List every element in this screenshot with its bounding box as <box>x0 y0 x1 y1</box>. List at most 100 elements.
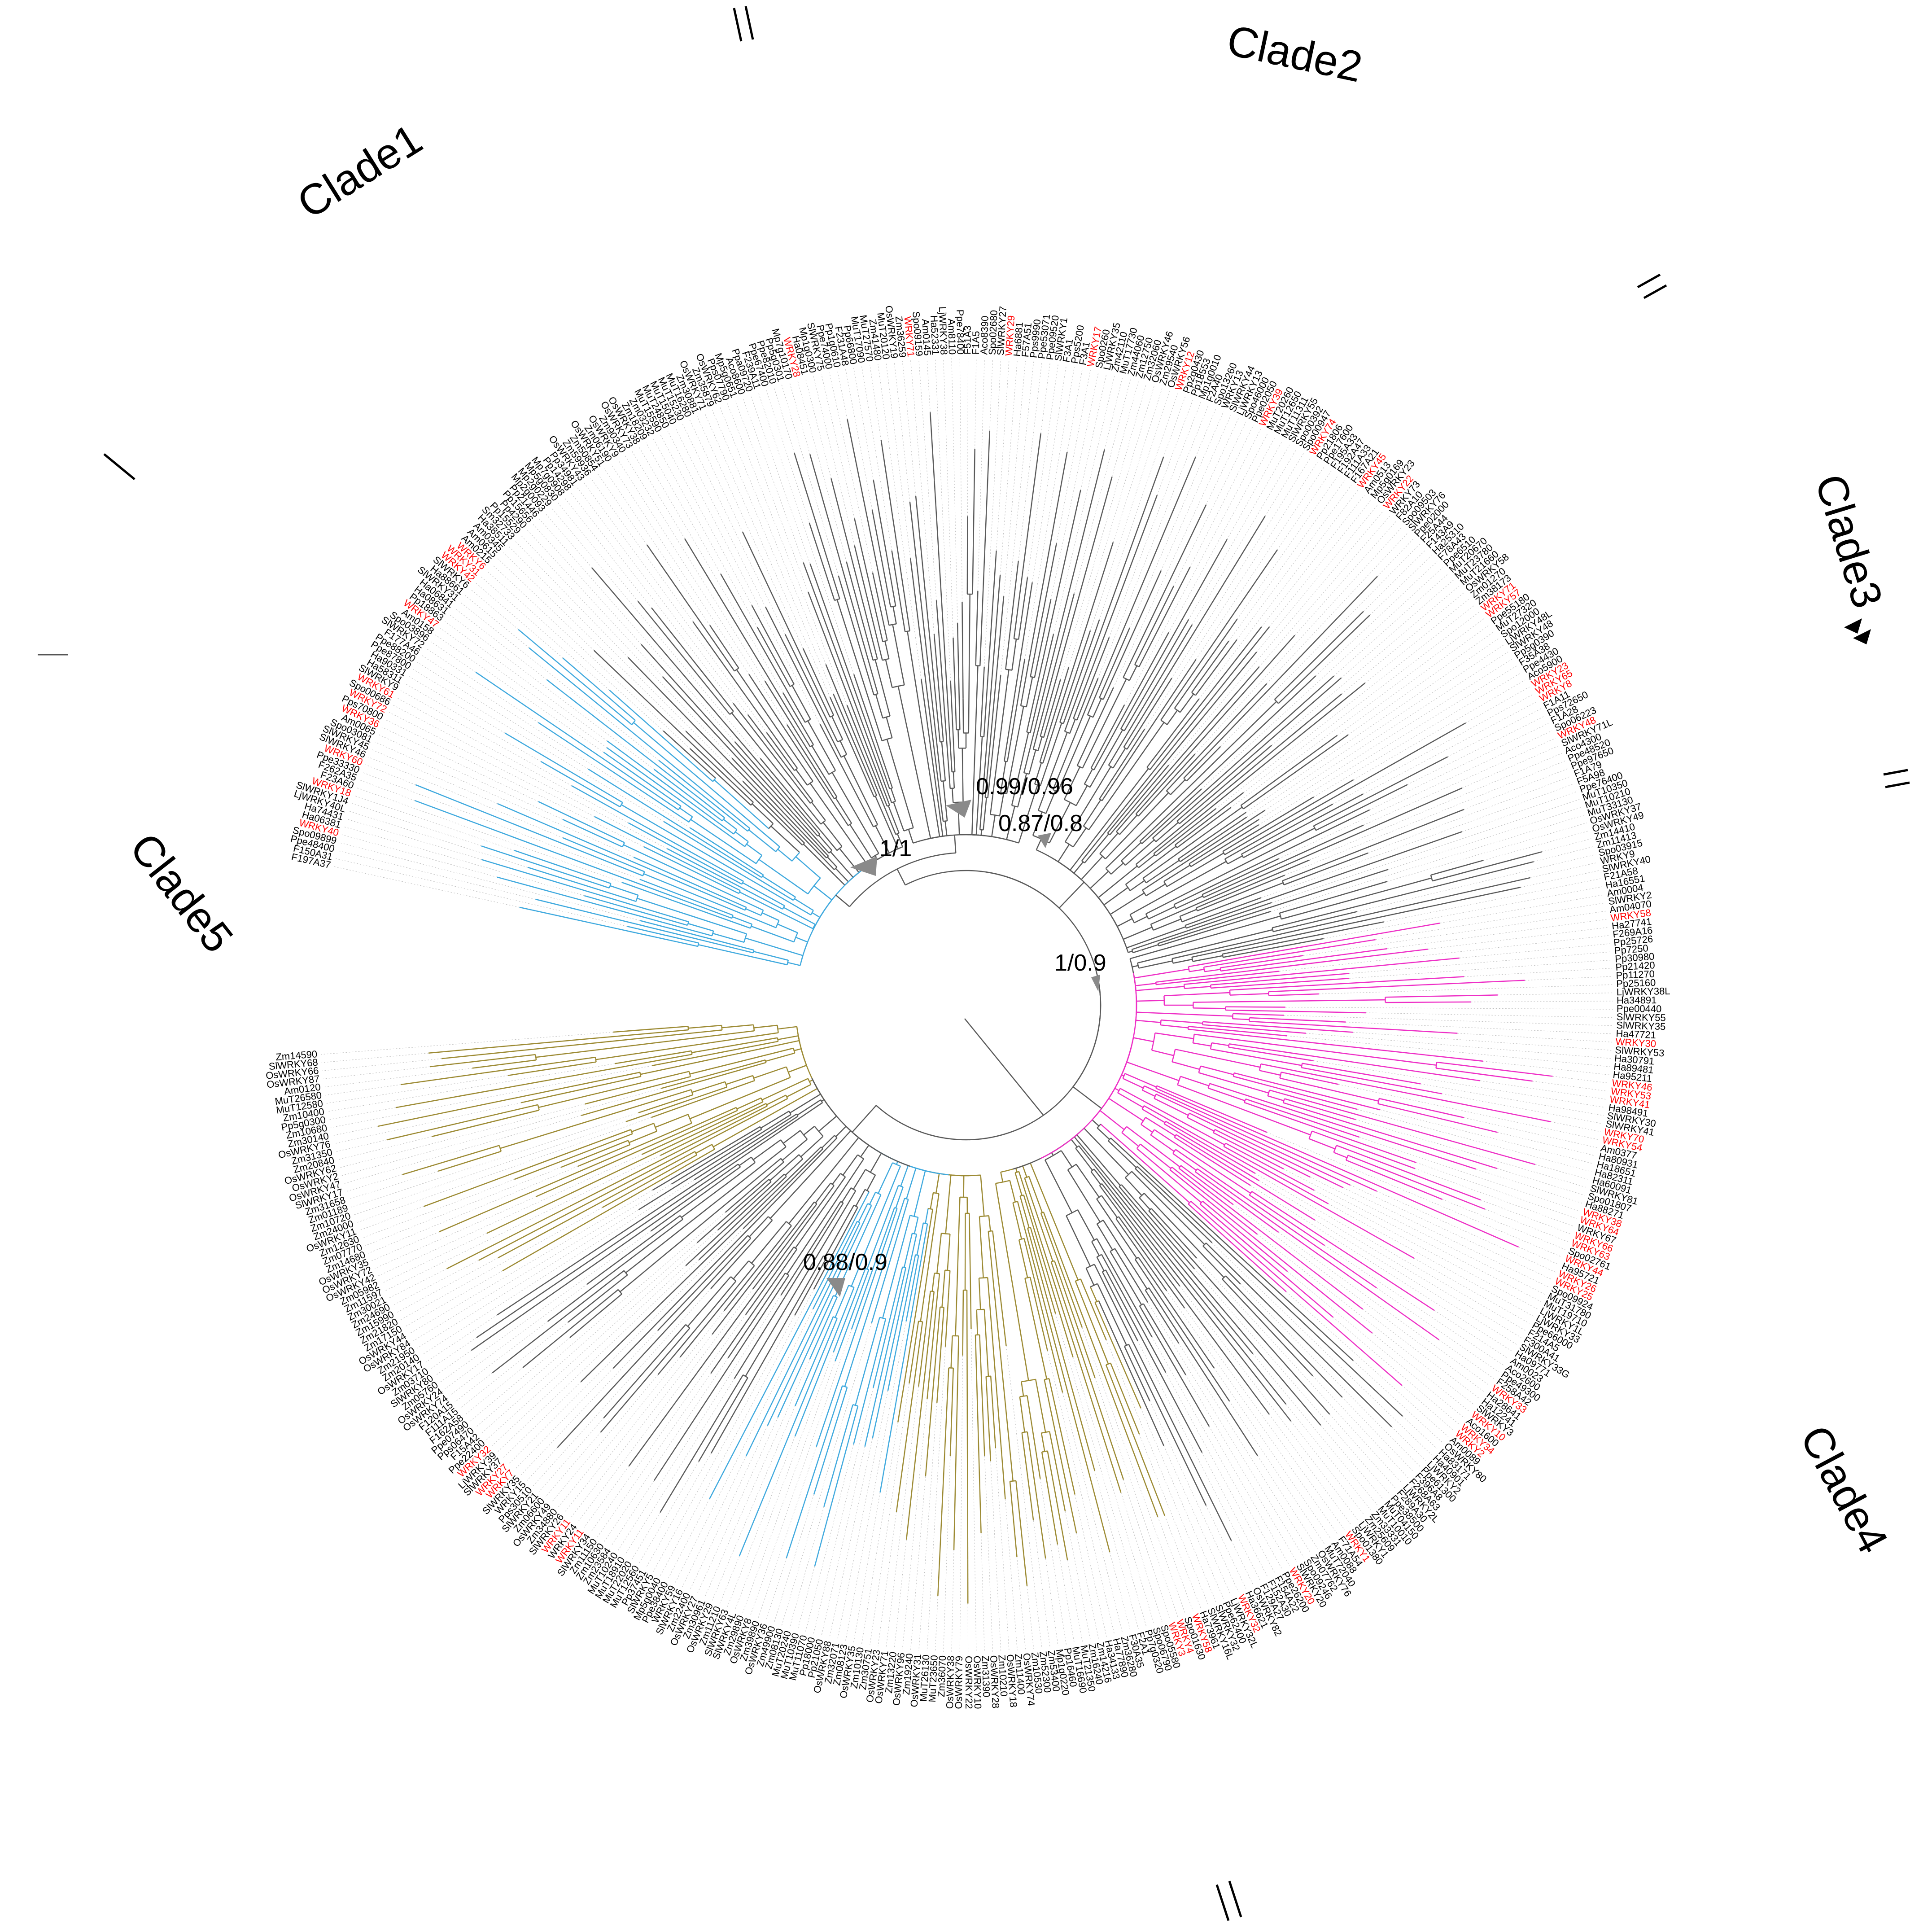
terminal-branch <box>853 674 885 766</box>
leaf-guide-line <box>1440 894 1604 923</box>
leaf-guide-line <box>1161 415 1232 571</box>
terminal-branch <box>933 634 941 703</box>
internal-branch <box>1155 954 1380 983</box>
leaf-guide-line <box>689 420 743 532</box>
leaf-guide-line <box>734 1352 834 1610</box>
internal-branch <box>939 703 944 742</box>
leaf-label: Ppe00440 <box>1617 1003 1661 1015</box>
internal-branch <box>1151 1208 1166 1224</box>
internal-branch <box>999 793 1005 816</box>
leaf-guide-line <box>1285 1007 1613 1010</box>
internal-branch <box>955 716 957 730</box>
leaf-guide-line <box>1376 1287 1499 1373</box>
leaf-label: OsWRKY38 <box>944 1655 957 1709</box>
internal-branch <box>705 573 811 747</box>
internal-branch <box>1099 678 1108 698</box>
leaf-guide-line <box>381 1233 487 1284</box>
internal-branch <box>424 1104 538 1132</box>
internal-branch <box>691 1081 726 1093</box>
leaf-guide-line <box>584 1466 629 1528</box>
terminal-branch <box>1023 1451 1034 1521</box>
internal-branch <box>1102 636 1132 700</box>
terminal-branch <box>880 440 894 523</box>
internal-branch <box>1225 1009 1263 1011</box>
terminal-branch <box>1178 971 1280 983</box>
leaf-guide-line <box>1365 598 1470 683</box>
leaf-guide-line <box>1329 1414 1396 1489</box>
internal-branch <box>849 824 872 858</box>
internal-branch <box>1026 677 1033 707</box>
internal-branch <box>1023 1238 1053 1352</box>
internal-branch <box>1126 1061 1180 1081</box>
leaf-guide-line <box>1316 561 1438 676</box>
internal-branch <box>516 870 689 923</box>
internal-arc <box>1345 1155 1349 1160</box>
internal-branch <box>736 1265 755 1288</box>
internal-arc <box>1097 1124 1102 1129</box>
internal-arc <box>802 842 805 846</box>
terminal-branch <box>829 697 869 784</box>
terminal-branch <box>1046 1484 1058 1545</box>
internal-branch <box>1110 892 1145 915</box>
internal-branch <box>739 1156 752 1166</box>
internal-arc <box>830 1182 835 1186</box>
terminal-branch <box>1179 539 1228 625</box>
internal-branch <box>914 1255 919 1276</box>
leaf-guide-line <box>1259 516 1390 667</box>
leaf-guide-line <box>1272 799 1580 903</box>
terminal-branch <box>696 1197 749 1243</box>
internal-branch <box>954 1336 959 1517</box>
terminal-branch <box>742 532 776 602</box>
leaf-guide-line <box>1201 567 1443 789</box>
leaf-guide-line <box>503 552 686 731</box>
leaf-guide-line <box>334 1102 521 1144</box>
internal-branch <box>1243 817 1320 858</box>
terminal-branch <box>1261 1374 1287 1405</box>
terminal-branch <box>835 1308 856 1361</box>
internal-arc <box>761 875 764 878</box>
internal-branch <box>1182 882 1284 923</box>
terminal-branch <box>1238 666 1260 691</box>
leaf-guide-line <box>1165 1372 1276 1574</box>
internal-branch <box>1272 873 1488 928</box>
terminal-branch <box>547 1263 625 1322</box>
terminal-branch <box>1336 1068 1421 1085</box>
internal-arc <box>1141 1085 1145 1090</box>
internal-branch <box>896 833 903 847</box>
terminal-branch <box>586 1229 662 1285</box>
terminal-branch <box>1145 678 1172 720</box>
leaf-guide-line <box>359 779 415 801</box>
internal-branch <box>660 1324 686 1354</box>
node-marker-triangle <box>826 1278 845 1297</box>
internal-branch <box>672 1026 688 1028</box>
internal-branch <box>843 755 879 825</box>
internal-branch <box>953 740 956 772</box>
leaf-label: Spo02680 <box>987 310 1000 355</box>
terminal-branch <box>585 1081 672 1105</box>
leaf-guide-line <box>1383 878 1601 922</box>
terminal-branch <box>1211 816 1247 841</box>
internal-branch <box>995 1183 1029 1381</box>
leaf-guide-line <box>1027 364 1058 578</box>
internal-arc <box>1137 963 1140 968</box>
leaf-guide-line <box>837 371 848 420</box>
internal-arc <box>1146 767 1150 770</box>
terminal-branch <box>1308 881 1388 905</box>
leaf-guide-line <box>1294 521 1396 636</box>
internal-branch <box>1202 1021 1288 1028</box>
terminal-branch <box>1208 902 1272 925</box>
backbone-arc <box>849 852 956 907</box>
leaf-guide-line <box>1535 1164 1589 1180</box>
internal-arc <box>691 1050 693 1055</box>
backbone-branch <box>1072 1086 1102 1109</box>
internal-branch <box>847 727 877 796</box>
leaf-guide-line <box>332 1126 378 1136</box>
leaf-guide-line <box>1024 367 1075 659</box>
internal-arc <box>594 1057 597 1062</box>
internal-branch <box>1036 839 1042 850</box>
terminal-branch <box>1403 994 1498 998</box>
internal-branch <box>1130 915 1281 959</box>
terminal-branch <box>1035 1299 1048 1351</box>
internal-branch <box>742 882 785 906</box>
terminal-branch <box>992 1404 997 1449</box>
